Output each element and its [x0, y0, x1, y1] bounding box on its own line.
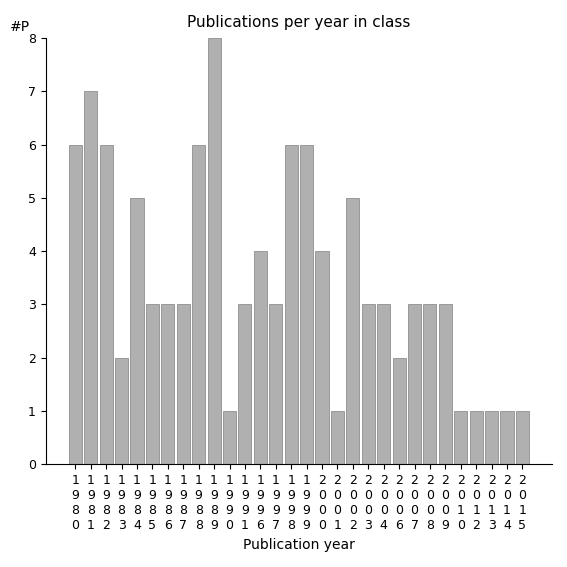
Bar [501, 411, 514, 464]
Title: Publications per year in class: Publications per year in class [187, 15, 411, 30]
Bar [223, 411, 236, 464]
Bar [130, 198, 143, 464]
Text: #P: #P [10, 20, 31, 34]
Bar [161, 304, 175, 464]
Bar [115, 358, 128, 464]
Bar [238, 304, 252, 464]
Bar [408, 304, 421, 464]
Bar [208, 38, 221, 464]
Bar [315, 251, 328, 464]
Bar [516, 411, 529, 464]
Bar [392, 358, 405, 464]
Bar [254, 251, 267, 464]
Bar [485, 411, 498, 464]
Bar [469, 411, 483, 464]
Bar [192, 145, 205, 464]
X-axis label: Publication year: Publication year [243, 538, 355, 552]
Bar [362, 304, 375, 464]
Bar [300, 145, 313, 464]
Bar [146, 304, 159, 464]
Bar [100, 145, 113, 464]
Bar [424, 304, 437, 464]
Bar [84, 91, 98, 464]
Bar [377, 304, 390, 464]
Bar [269, 304, 282, 464]
Bar [177, 304, 190, 464]
Bar [439, 304, 452, 464]
Bar [346, 198, 359, 464]
Bar [331, 411, 344, 464]
Bar [285, 145, 298, 464]
Bar [69, 145, 82, 464]
Bar [454, 411, 467, 464]
